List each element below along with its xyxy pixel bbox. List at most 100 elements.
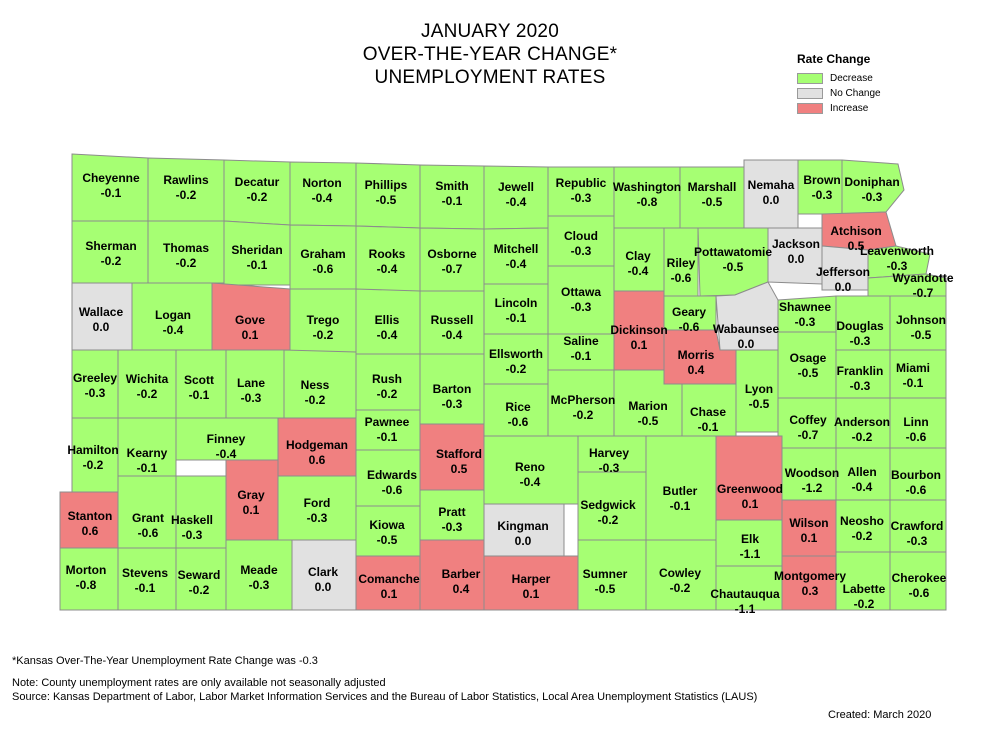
county-value-finney: -0.4 — [216, 447, 237, 461]
legend-item-decrease: Decrease — [797, 71, 947, 86]
title-line-3: UNEMPLOYMENT RATES — [374, 67, 606, 88]
county-value-norton: -0.4 — [312, 191, 333, 205]
county-name-coffey: Coffey — [789, 413, 827, 427]
county-value-pratt: -0.3 — [442, 520, 463, 534]
county-leavenworth — [867, 245, 931, 279]
county-name-graham: Graham — [300, 247, 345, 261]
county-name-hodgeman: Hodgeman — [286, 438, 348, 452]
county-value-ottawa: -0.3 — [571, 300, 592, 314]
county-value-pottawatomie: -0.5 — [723, 260, 744, 274]
county-name-greeley: Greeley — [73, 371, 117, 385]
county-value-butler: -0.1 — [670, 499, 691, 513]
county-value-phillips: -0.5 — [376, 193, 397, 207]
county-name-lincoln: Lincoln — [495, 296, 538, 310]
county-name-johnson: Johnson — [896, 313, 946, 327]
county-value-elk: -1.1 — [740, 547, 761, 561]
legend-title: Rate Change — [797, 52, 871, 66]
county-name-ellsworth: Ellsworth — [489, 347, 543, 361]
county-name-edwards: Edwards — [367, 468, 417, 482]
county-value-lyon: -0.5 — [749, 397, 770, 411]
county-name-sumner: Sumner — [583, 567, 628, 581]
county-value-jewell: -0.4 — [506, 195, 527, 209]
county-value-barber: 0.4 — [453, 582, 470, 596]
county-value-cheyenne: -0.1 — [101, 186, 122, 200]
county-value-wichita: -0.2 — [137, 387, 158, 401]
county-brown — [797, 159, 843, 215]
county-value-wyandotte: -0.7 — [913, 286, 934, 300]
map-title: JANUARY 2020 OVER-THE-YEAR CHANGE* UNEMP… — [290, 20, 690, 89]
county-name-marion: Marion — [628, 399, 667, 413]
county-name-republic: Republic — [556, 176, 607, 190]
county-name-dickinson: Dickinson — [610, 323, 667, 337]
county-value-greeley: -0.3 — [85, 386, 106, 400]
county-value-sedgwick: -0.2 — [598, 513, 619, 527]
note-text: Note: County unemployment rates are only… — [12, 677, 386, 689]
county-value-ellis: -0.4 — [377, 328, 398, 342]
county-value-cloud: -0.3 — [571, 244, 592, 258]
county-name-wyandotte: Wyandotte — [892, 271, 953, 285]
county-name-seward: Seward — [178, 568, 221, 582]
county-name-cheyenne: Cheyenne — [82, 171, 140, 185]
county-value-sherman: -0.2 — [101, 254, 122, 268]
county-name-stafford: Stafford — [436, 447, 482, 461]
county-name-atchison: Atchison — [830, 224, 881, 238]
county-value-montgomery: 0.3 — [802, 584, 819, 598]
county-value-geary: -0.6 — [679, 320, 700, 334]
county-name-clark: Clark — [308, 565, 338, 579]
county-name-sherman: Sherman — [85, 239, 136, 253]
county-value-labette: -0.2 — [854, 597, 875, 611]
county-value-coffey: -0.7 — [798, 428, 819, 442]
county-name-allen: Allen — [847, 465, 876, 479]
county-value-edwards: -0.6 — [382, 483, 403, 497]
county-name-douglas: Douglas — [836, 319, 884, 333]
county-value-riley: -0.6 — [671, 271, 692, 285]
county-value-cherokee: -0.6 — [909, 586, 930, 600]
state-footnote: *Kansas Over-The-Year Unemployment Rate … — [12, 655, 318, 667]
county-value-lane: -0.3 — [241, 391, 262, 405]
county-name-wilson: Wilson — [789, 516, 828, 530]
county-name-leavenworth: Leavenworth — [860, 244, 934, 258]
title-line-1: JANUARY 2020 — [421, 21, 559, 42]
county-name-jackson: Jackson — [772, 237, 820, 251]
county-value-jefferson: 0.0 — [835, 280, 852, 294]
county-name-lyon: Lyon — [745, 382, 773, 396]
county-name-crawford: Crawford — [891, 519, 944, 533]
county-value-rice: -0.6 — [508, 415, 529, 429]
county-name-harper: Harper — [512, 572, 551, 586]
county-value-smith: -0.1 — [442, 194, 463, 208]
county-value-mcpherson: -0.2 — [573, 408, 594, 422]
title-line-2: OVER-THE-YEAR CHANGE* — [362, 44, 618, 65]
legend-label-no-change: No Change — [830, 88, 881, 99]
county-osage — [777, 331, 837, 399]
county-value-johnson: -0.5 — [911, 328, 932, 342]
county-value-nemaha: 0.0 — [763, 193, 780, 207]
county-name-hamilton: Hamilton — [67, 443, 118, 457]
county-name-harvey: Harvey — [589, 446, 629, 460]
county-value-atchison: 0.5 — [848, 239, 865, 253]
county-mitchell — [483, 227, 549, 285]
county-value-ellsworth: -0.2 — [506, 362, 527, 376]
county-name-wichita: Wichita — [126, 372, 169, 386]
county-value-ford: -0.3 — [307, 511, 328, 525]
county-name-comanche: Comanche — [358, 572, 420, 586]
county-value-chautauqua: -1.1 — [735, 602, 756, 616]
county-name-elk: Elk — [741, 532, 759, 546]
county-name-osborne: Osborne — [427, 247, 477, 261]
county-value-gray: 0.1 — [243, 503, 260, 517]
county-name-grant: Grant — [132, 511, 164, 525]
county-name-rush: Rush — [372, 372, 402, 386]
county-name-kiowa: Kiowa — [369, 518, 405, 532]
legend-swatch-no-change — [797, 88, 823, 99]
county-value-saline: -0.1 — [571, 349, 592, 363]
county-value-woodson: -1.2 — [802, 481, 823, 495]
county-name-kearny: Kearny — [127, 446, 168, 460]
county-value-wabaunsee: 0.0 — [738, 337, 755, 351]
county-name-morris: Morris — [678, 348, 715, 362]
county-name-barton: Barton — [433, 382, 472, 396]
county-name-geary: Geary — [672, 305, 706, 319]
county-name-bourbon: Bourbon — [891, 468, 941, 482]
county-name-miami: Miami — [896, 361, 930, 375]
county-name-phillips: Phillips — [365, 178, 408, 192]
county-value-osage: -0.5 — [798, 366, 819, 380]
county-value-mitchell: -0.4 — [506, 257, 527, 271]
